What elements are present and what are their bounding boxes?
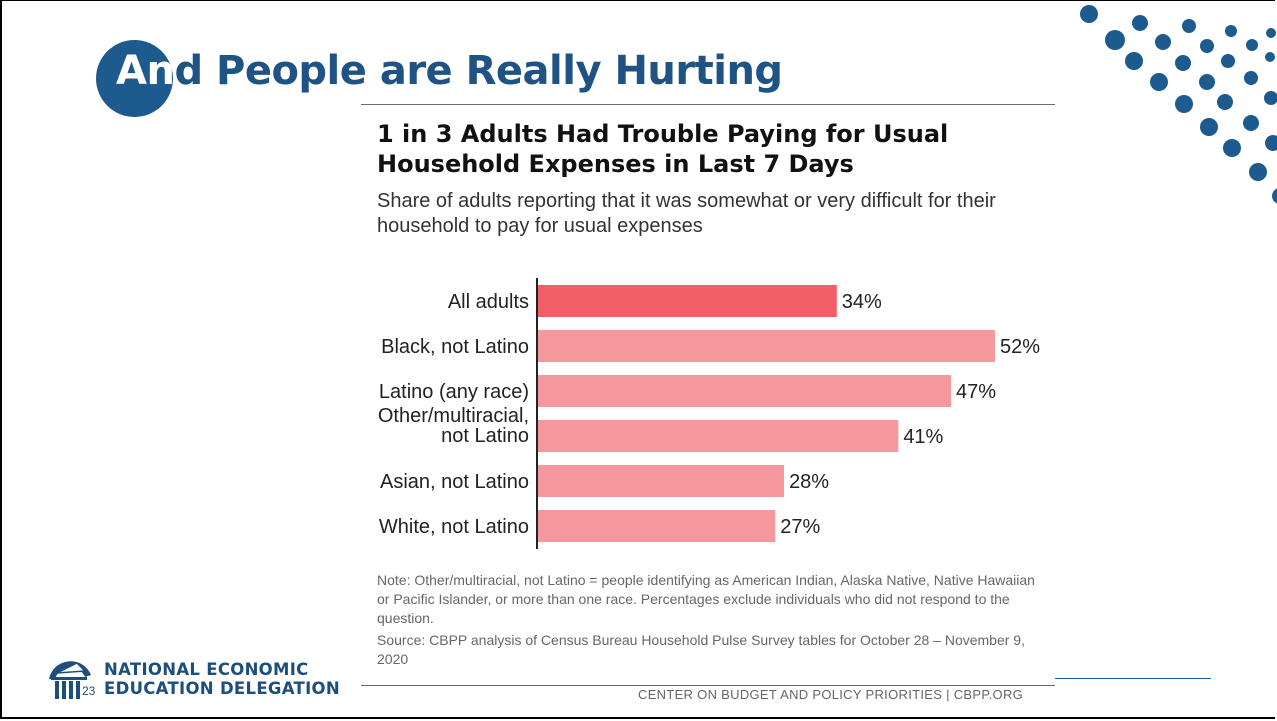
slide-title-rest: d People are Really Hurting	[174, 48, 783, 94]
category-label-3-line-0: Other/multiracial,	[378, 405, 529, 427]
slide-title: And People are Really Hurting	[116, 48, 783, 94]
decorative-dots	[1080, 5, 1277, 204]
chart-note: Note: Other/multiracial, not Latino = pe…	[377, 572, 1035, 626]
title-circle-accent	[96, 40, 173, 117]
chart-source: Source: CBPP analysis of Census Bureau H…	[377, 632, 1025, 667]
logo-text-line2: EDUCATION DELEGATION	[104, 679, 340, 698]
cbpp-footer: CENTER ON BUDGET AND POLICY PRIORITIES |…	[638, 687, 1024, 702]
bar-0	[538, 285, 837, 317]
category-label-0: All adults	[448, 291, 529, 313]
ned-logo: NATIONAL ECONOMIC EDUCATION DELEGATION	[47, 657, 347, 702]
bar-value-label-0: 34%	[842, 291, 882, 313]
bar-value-label-2: 47%	[956, 381, 996, 403]
building-logo-icon	[49, 661, 91, 699]
bar-3	[538, 420, 899, 452]
category-label-5: White, not Latino	[379, 516, 529, 538]
chart-title: 1 in 3 Adults Had Trouble Paying for Usu…	[377, 120, 949, 178]
category-label-3-line-1: not Latino	[441, 425, 529, 447]
bar-value-label-3: 41%	[903, 426, 943, 448]
footer-rule	[1055, 678, 1211, 679]
category-label-1: Black, not Latino	[381, 336, 529, 358]
category-label-2: Latino (any race)	[379, 381, 529, 403]
chart-subtitle: Share of adults reporting that it was so…	[377, 190, 996, 237]
bar-5	[538, 510, 776, 542]
bar-2	[538, 375, 952, 407]
slide-number: 23	[82, 684, 96, 698]
slide-title-first: An	[116, 48, 175, 94]
logo-text-line1: NATIONAL ECONOMIC	[104, 660, 309, 679]
bar-value-label-1: 52%	[1000, 336, 1040, 358]
category-label-4: Asian, not Latino	[380, 471, 529, 493]
bar-4	[538, 465, 785, 497]
bar-chart: 34% All adults 52% Black, not Latino 47% Lati…	[378, 278, 1040, 549]
bar-value-label-4: 28%	[789, 471, 829, 493]
bar-value-label-5: 27%	[780, 516, 820, 538]
bar-1	[538, 330, 995, 362]
chart-panel: 1 in 3 Adults Had Trouble Paying for Usu…	[361, 104, 1055, 686]
